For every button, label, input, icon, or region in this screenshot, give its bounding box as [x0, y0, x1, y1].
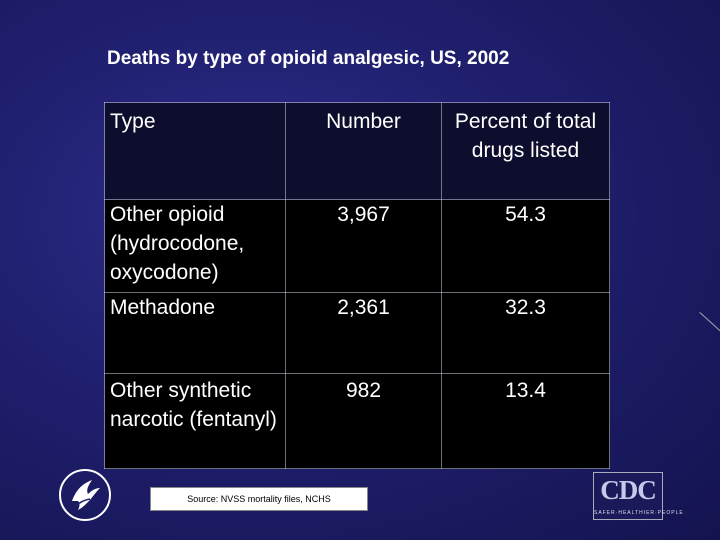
slide-title: Deaths by type of opioid analgesic, US, … [107, 48, 510, 69]
table-row: Other opioid (hydrocodone, oxycodone) 3,… [104, 199, 610, 293]
cdc-logo: CDC SAFER·HEALTHIER·PEOPLE [593, 472, 684, 520]
cell-number: 982 [285, 373, 442, 469]
header-percent: Percent of total drugs listed [441, 102, 610, 200]
cell-type: Other synthetic narcotic (fentanyl) [104, 373, 286, 469]
source-note: Source: NVSS mortality files, NCHS [150, 487, 368, 511]
header-type: Type [104, 102, 286, 200]
cell-percent: 13.4 [441, 373, 610, 469]
table-row: Methadone 2,361 32.3 [104, 292, 610, 374]
cell-type: Methadone [104, 292, 286, 374]
cdc-logo-tagline: SAFER·HEALTHIER·PEOPLE [594, 510, 684, 516]
cell-number: 2,361 [285, 292, 442, 374]
table-header-row: Type Number Percent of total drugs liste… [104, 102, 610, 200]
data-table: Type Number Percent of total drugs liste… [104, 102, 610, 469]
cell-number: 3,967 [285, 199, 442, 293]
table-row: Other synthetic narcotic (fentanyl) 982 … [104, 373, 610, 469]
decorative-line [699, 312, 720, 332]
cell-type: Other opioid (hydrocodone, oxycodone) [104, 199, 286, 293]
cdc-logo-text: CDC [600, 475, 657, 505]
header-number: Number [285, 102, 442, 200]
cell-percent: 54.3 [441, 199, 610, 293]
cell-percent: 32.3 [441, 292, 610, 374]
hhs-eagle-icon [58, 468, 112, 522]
